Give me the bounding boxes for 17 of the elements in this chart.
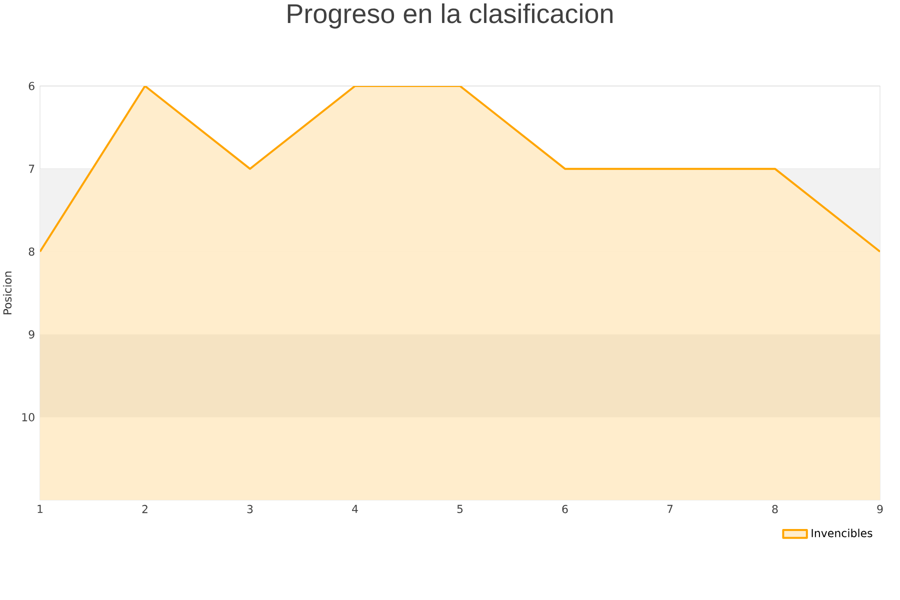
y-tick-label: 10 bbox=[22, 413, 34, 422]
x-tick-label: 5 bbox=[457, 504, 463, 514]
x-tick-label: 8 bbox=[772, 504, 778, 514]
x-tick-label: 1 bbox=[38, 504, 42, 513]
x-tick-label: 9 bbox=[877, 504, 883, 514]
chart-title: Progreso en la clasificacion bbox=[288, 3, 613, 29]
x-tick-label: 4 bbox=[352, 504, 358, 513]
legend-label: Invencibles bbox=[812, 528, 872, 538]
y-tick-label: 6 bbox=[28, 82, 34, 90]
y-tick-label: 8 bbox=[28, 247, 34, 256]
x-tick-label: 7 bbox=[667, 504, 673, 513]
y-axis-title: Posicion bbox=[3, 272, 12, 314]
x-tick-label: 2 bbox=[142, 504, 148, 514]
y-tick-label: 9 bbox=[28, 330, 34, 339]
x-tick-label: 6 bbox=[562, 504, 568, 514]
y-tick-label: 7 bbox=[28, 164, 34, 173]
x-tick-label: 3 bbox=[247, 504, 253, 514]
